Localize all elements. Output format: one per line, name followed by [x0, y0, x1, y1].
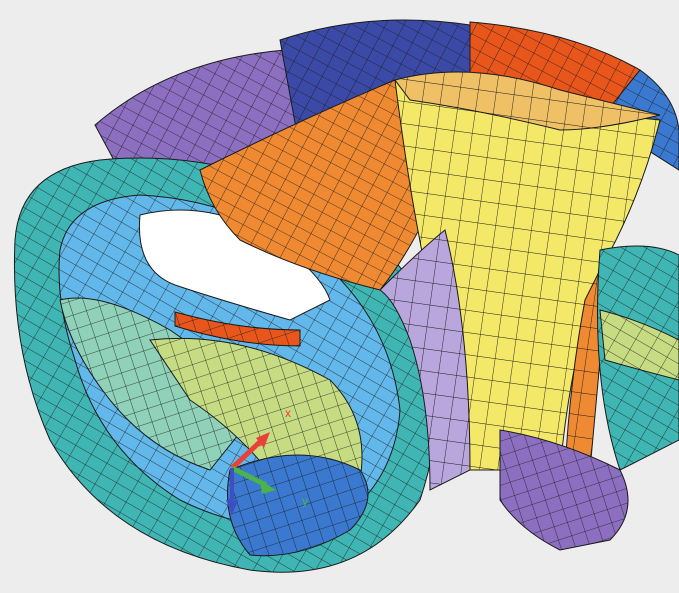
mesh-grid-overlay — [175, 312, 300, 346]
mesh-grid-overlay — [227, 455, 368, 556]
x-axis-arrowhead-icon — [256, 432, 270, 448]
y-axis-arrowhead-icon — [260, 480, 276, 494]
x-axis-arrow-icon — [230, 438, 264, 470]
y-axis-label: y — [302, 494, 308, 508]
x-axis-label: x — [285, 406, 291, 420]
right-tube — [597, 245, 679, 471]
hole-opening — [138, 209, 331, 321]
central-saddle — [199, 71, 661, 551]
mesh-grid-overlay — [600, 310, 679, 380]
mesh-grid-overlay — [395, 72, 660, 130]
mesh-grid-overlay — [380, 230, 470, 490]
coordinate-triad: x y — [226, 406, 308, 515]
mesh-grid-overlay — [200, 80, 450, 290]
mesh-grid-overlay — [60, 298, 250, 470]
mesh-grid-overlay — [500, 430, 628, 550]
z-axis-arrowhead-icon — [226, 500, 238, 515]
mesh-grid-overlay — [470, 22, 640, 120]
